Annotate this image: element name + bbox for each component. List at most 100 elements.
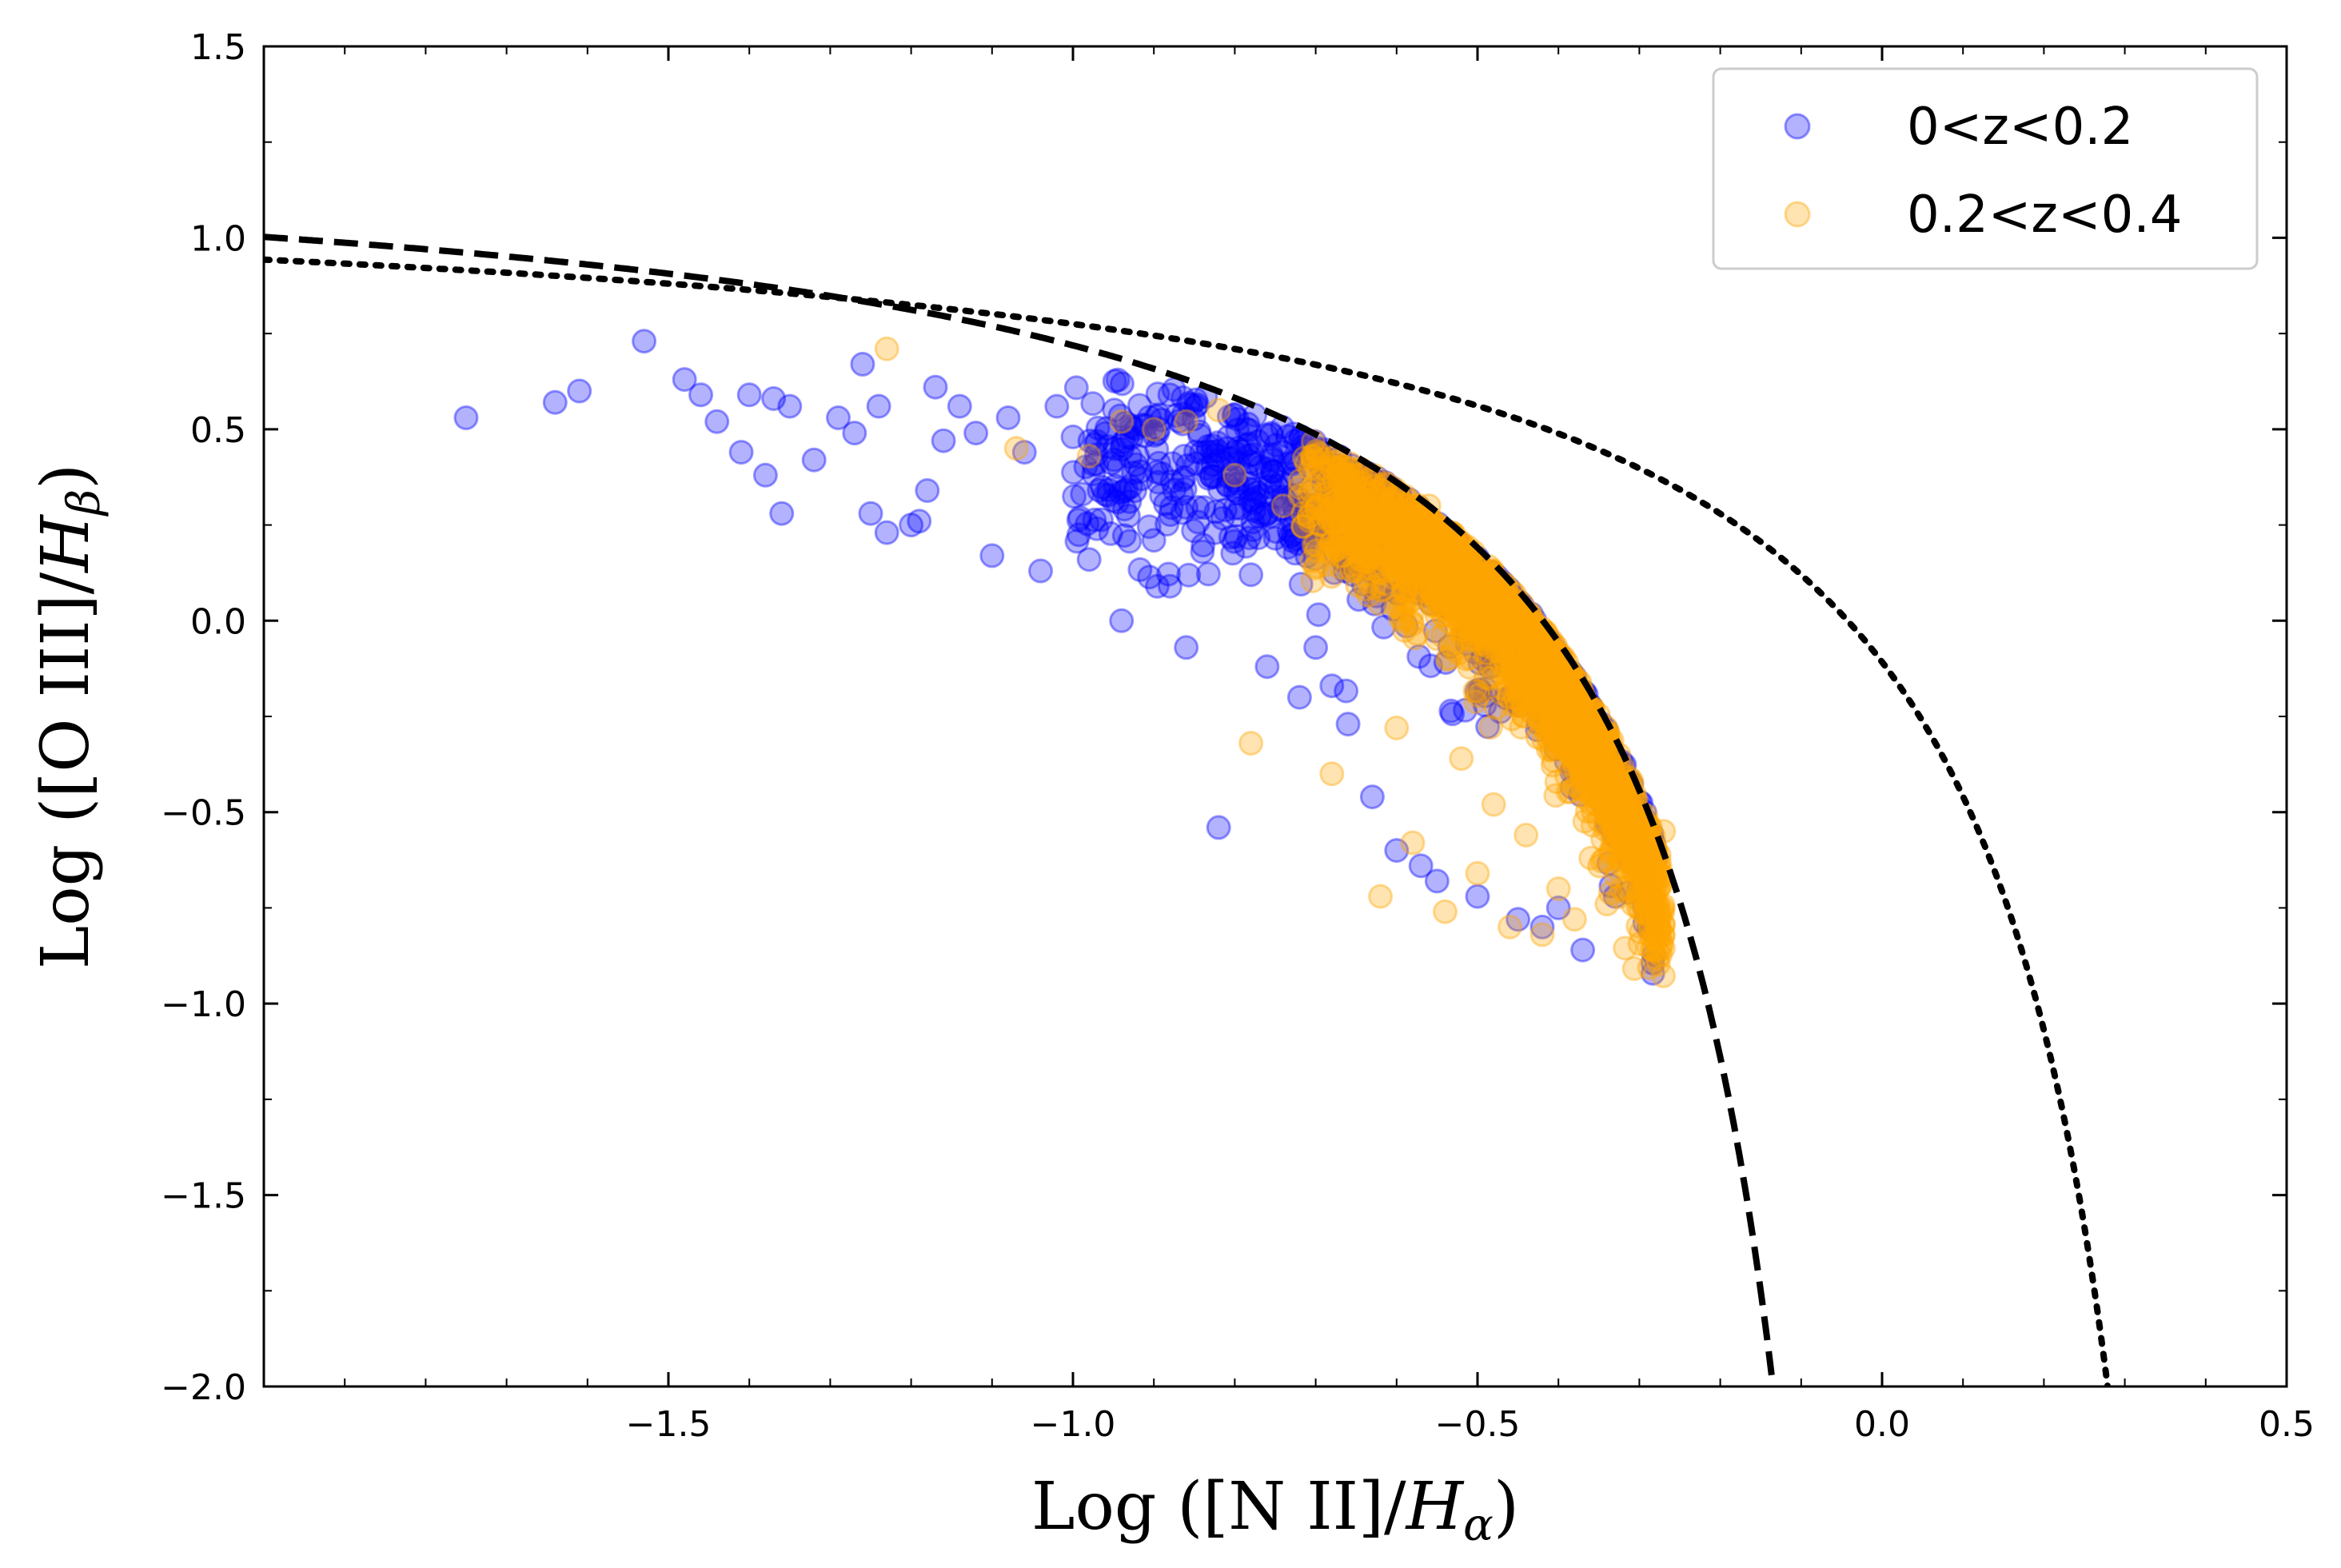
data-point [1394, 558, 1419, 584]
data-point [1580, 744, 1605, 769]
data-point [858, 501, 883, 526]
data-point [1376, 496, 1402, 521]
y-axis-title-prefix: Log ([O III]/ [28, 572, 104, 969]
data-point [1433, 650, 1458, 676]
data-point [1248, 454, 1273, 480]
data-point [1541, 725, 1566, 751]
data-point [1623, 820, 1649, 846]
data-point [1338, 549, 1363, 575]
data-point [1505, 692, 1530, 718]
data-point [1390, 596, 1416, 621]
data-point [1318, 531, 1343, 557]
data-point [1292, 493, 1318, 518]
data-point [1406, 523, 1431, 549]
data-point [1608, 769, 1633, 795]
data-point [1553, 734, 1578, 760]
data-point [1545, 876, 1571, 901]
data-point [1496, 684, 1521, 709]
data-point [1447, 580, 1473, 605]
data-point [1110, 433, 1135, 458]
data-point [1619, 808, 1645, 833]
data-point [1578, 845, 1604, 871]
data-point [1242, 402, 1268, 428]
data-point [1083, 432, 1108, 457]
data-point [1176, 391, 1202, 417]
data-point [1081, 461, 1107, 487]
data-point [1393, 588, 1418, 614]
data-point [1493, 589, 1518, 615]
data-point [1533, 718, 1559, 744]
data-point [1095, 483, 1121, 509]
data-point [1577, 745, 1602, 771]
data-point [1358, 544, 1383, 569]
data-point [1647, 907, 1673, 932]
data-point [1465, 884, 1490, 909]
data-point [1498, 629, 1523, 655]
data-point [1445, 565, 1470, 590]
data-point [1443, 547, 1468, 573]
data-point [1439, 560, 1465, 585]
data-point [1430, 547, 1456, 573]
data-point [1290, 501, 1316, 526]
data-point [1542, 696, 1568, 722]
data-point [1509, 688, 1535, 714]
data-point [1563, 740, 1589, 765]
data-point [1535, 725, 1561, 751]
data-point [1478, 577, 1502, 602]
data-point [1393, 576, 1418, 601]
data-point [1109, 409, 1135, 434]
data-point [1478, 586, 1503, 612]
data-point [1384, 838, 1410, 864]
data-point [1406, 541, 1432, 567]
data-point [1406, 522, 1431, 548]
data-point [1406, 506, 1431, 532]
data-point [1572, 808, 1597, 834]
data-point [1500, 660, 1525, 685]
data-point [1413, 532, 1438, 557]
data-point [1607, 808, 1633, 833]
data-point [1507, 605, 1533, 631]
data-point [1500, 661, 1525, 687]
data-point [1258, 442, 1284, 467]
data-point [1451, 590, 1477, 616]
data-point [1400, 543, 1426, 569]
data-point [1377, 525, 1402, 550]
data-point [1359, 501, 1385, 526]
data-point [1576, 756, 1601, 782]
data-point [1190, 533, 1216, 558]
data-point [1396, 521, 1422, 547]
data-point [1530, 709, 1556, 734]
data-point [1158, 502, 1183, 528]
data-point [1465, 860, 1490, 886]
data-point [1621, 788, 1646, 813]
data-point [1573, 756, 1598, 781]
data-point [1386, 521, 1410, 546]
data-point [1163, 403, 1189, 428]
data-point [1575, 745, 1601, 771]
data-point [1240, 509, 1266, 535]
data-point [1532, 641, 1557, 666]
data-point [1262, 525, 1288, 551]
data-point [1090, 474, 1115, 500]
data-point [1459, 556, 1485, 581]
data-point [1254, 456, 1280, 481]
data-point [1127, 393, 1152, 418]
data-point [1629, 920, 1653, 945]
data-point [1382, 507, 1408, 533]
data-point [1310, 458, 1335, 484]
data-point [1322, 467, 1347, 493]
data-point [1527, 671, 1553, 696]
data-point [1082, 507, 1107, 533]
data-point [1396, 547, 1422, 572]
data-point [1529, 680, 1554, 705]
data-point [1388, 564, 1413, 589]
data-point [1474, 618, 1499, 644]
data-point [1325, 536, 1350, 561]
data-point [1594, 787, 1619, 812]
data-point [1469, 574, 1494, 600]
data-point [1596, 792, 1621, 818]
y-tick-label: 0.0 [190, 601, 246, 642]
data-point [1186, 509, 1210, 535]
data-point [1237, 525, 1262, 551]
data-point [1464, 551, 1490, 577]
